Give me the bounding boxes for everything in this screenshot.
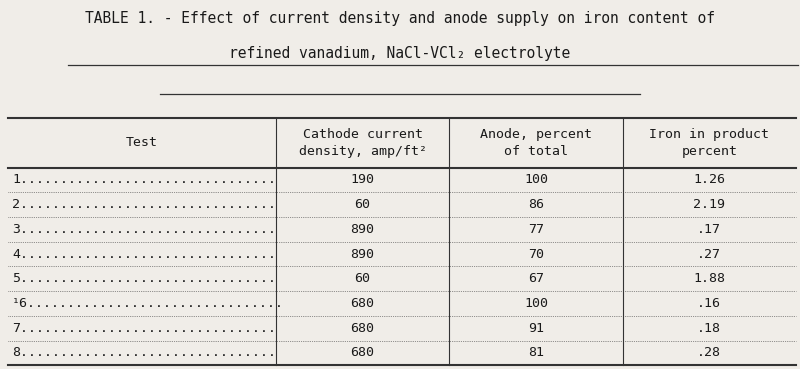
Text: 5................................: 5................................	[12, 272, 276, 285]
Text: 2.19: 2.19	[694, 198, 726, 211]
Text: 680: 680	[350, 346, 374, 359]
Text: 1.88: 1.88	[694, 272, 726, 285]
Text: 1.26: 1.26	[694, 173, 726, 186]
Text: refined vanadium, NaCl-VCl₂ electrolyte: refined vanadium, NaCl-VCl₂ electrolyte	[230, 46, 570, 61]
Text: .17: .17	[698, 223, 722, 236]
Text: 4................................: 4................................	[12, 248, 276, 261]
Text: 3................................: 3................................	[12, 223, 276, 236]
Text: 60: 60	[354, 272, 370, 285]
Text: 60: 60	[354, 198, 370, 211]
Text: 77: 77	[528, 223, 544, 236]
Text: 100: 100	[524, 173, 548, 186]
Text: .27: .27	[698, 248, 722, 261]
Text: 8................................: 8................................	[12, 346, 276, 359]
Text: 1................................: 1................................	[12, 173, 276, 186]
Text: 67: 67	[528, 272, 544, 285]
Text: Test: Test	[126, 136, 158, 149]
Text: 81: 81	[528, 346, 544, 359]
Text: Cathode current
density, amp/ft²: Cathode current density, amp/ft²	[298, 128, 426, 158]
Text: .18: .18	[698, 322, 722, 335]
Text: .16: .16	[698, 297, 722, 310]
Text: 190: 190	[350, 173, 374, 186]
Text: Anode, percent
of total: Anode, percent of total	[480, 128, 592, 158]
Text: 91: 91	[528, 322, 544, 335]
Text: TABLE 1. - Effect of current density and anode supply on iron content of: TABLE 1. - Effect of current density and…	[85, 11, 715, 26]
Text: 890: 890	[350, 248, 374, 261]
Text: 100: 100	[524, 297, 548, 310]
Text: 70: 70	[528, 248, 544, 261]
Text: 7................................: 7................................	[12, 322, 276, 335]
Text: Iron in product
percent: Iron in product percent	[650, 128, 770, 158]
Text: 2................................: 2................................	[12, 198, 276, 211]
Text: 890: 890	[350, 223, 374, 236]
Text: 680: 680	[350, 322, 374, 335]
Text: 680: 680	[350, 297, 374, 310]
Text: .28: .28	[698, 346, 722, 359]
Text: 86: 86	[528, 198, 544, 211]
Text: ¹6................................: ¹6................................	[12, 297, 284, 310]
